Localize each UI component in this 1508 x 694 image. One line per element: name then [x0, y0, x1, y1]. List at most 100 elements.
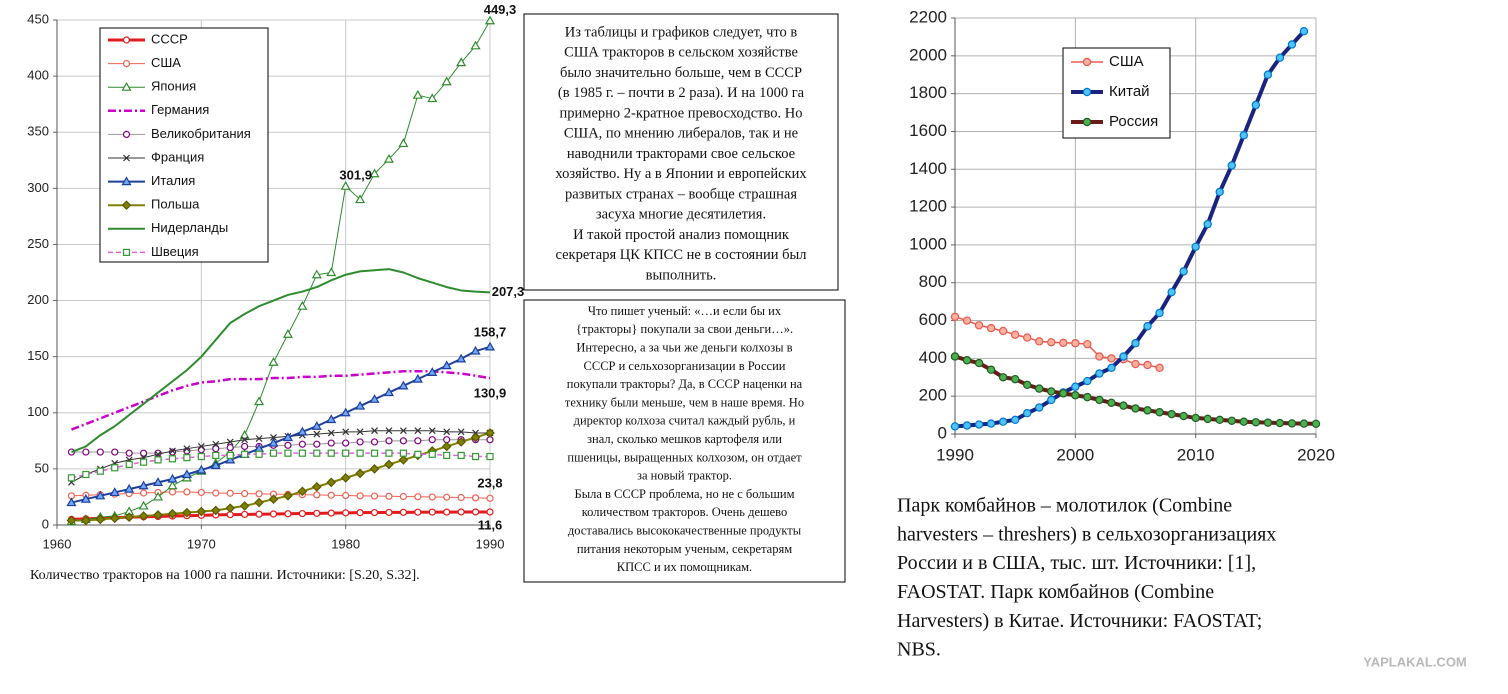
marker	[284, 510, 292, 518]
text-line: КПСС и их помощникам.	[617, 560, 752, 574]
marker	[441, 76, 452, 86]
marker	[140, 458, 148, 466]
marker	[950, 422, 960, 431]
text-line: было значительно больше, чем в СССР	[560, 65, 802, 81]
marker	[1191, 413, 1200, 423]
marker	[1131, 339, 1140, 348]
marker	[67, 474, 76, 482]
series-line	[71, 268, 491, 453]
marker	[342, 449, 350, 457]
marker	[1010, 415, 1020, 425]
marker	[1275, 418, 1285, 428]
marker	[140, 489, 148, 497]
marker	[311, 421, 322, 430]
y-tick-label: 200	[919, 386, 947, 405]
marker	[441, 360, 452, 370]
marker	[1143, 322, 1152, 331]
marker	[138, 480, 149, 490]
marker	[109, 513, 120, 524]
marker	[399, 508, 407, 516]
marker	[168, 448, 177, 456]
x-tick-label: 1990	[476, 536, 505, 551]
marker	[1131, 359, 1140, 369]
text-line: Была в СССР проблема, но не с большим	[575, 487, 795, 501]
marker	[340, 407, 351, 417]
marker	[1107, 398, 1116, 407]
marker	[167, 473, 178, 483]
marker	[255, 435, 263, 443]
marker	[284, 449, 292, 457]
legend-box	[99, 27, 269, 263]
marker	[196, 464, 207, 474]
marker	[226, 489, 234, 497]
marker	[457, 451, 465, 460]
marker	[1083, 376, 1092, 386]
marker	[1251, 418, 1261, 427]
marker	[456, 437, 466, 447]
legend-label: Италия	[151, 173, 195, 188]
legend-label: Великобритания	[151, 126, 251, 141]
marker	[962, 356, 972, 365]
caption: harvesters – threshers) в сельхозорганиз…	[897, 523, 1276, 545]
marker	[370, 438, 379, 446]
y-tick-label: 2200	[909, 7, 947, 26]
marker	[182, 507, 192, 518]
marker	[153, 510, 163, 520]
marker	[1083, 392, 1092, 402]
marker	[412, 89, 423, 99]
marker	[1035, 337, 1044, 346]
marker	[369, 168, 380, 178]
marker	[298, 509, 306, 518]
marker	[183, 445, 191, 453]
marker	[371, 427, 378, 435]
marker	[962, 421, 972, 430]
marker	[457, 508, 465, 516]
marker	[152, 477, 164, 486]
caption: Количество тракторов на 1000 га пашни. И…	[30, 568, 420, 583]
marker	[398, 138, 409, 148]
marker	[96, 448, 104, 456]
marker	[443, 493, 451, 501]
marker	[457, 428, 465, 436]
marker	[122, 248, 131, 256]
marker	[998, 417, 1008, 426]
marker	[974, 358, 984, 368]
marker	[428, 427, 436, 435]
marker	[414, 437, 422, 445]
text-line: пшеницы, выращенных колхозом, он отдает	[567, 450, 802, 464]
text-line: питания некоторым ученым, секретарям	[577, 542, 792, 556]
marker	[212, 440, 220, 448]
x-tick-label: 1980	[331, 536, 360, 551]
marker	[399, 449, 407, 457]
marker	[355, 400, 366, 410]
legend-label: Япония	[151, 79, 196, 94]
marker	[226, 438, 234, 446]
marker	[1119, 401, 1128, 410]
data-label: 207,3	[492, 284, 525, 299]
marker	[121, 81, 132, 91]
marker	[255, 450, 263, 458]
marker	[986, 419, 996, 428]
marker	[1082, 117, 1092, 127]
marker	[1203, 414, 1212, 424]
marker	[1022, 333, 1032, 342]
text-line: технику были меньше, чем в наше время. Н…	[565, 395, 804, 409]
marker	[486, 452, 494, 461]
marker	[125, 449, 133, 457]
marker	[443, 428, 451, 436]
marker	[66, 515, 77, 526]
marker	[428, 436, 436, 444]
marker	[212, 451, 220, 460]
text-line: Из таблицы и графиков следует, что в	[565, 24, 798, 40]
marker	[369, 464, 380, 474]
marker	[385, 437, 393, 445]
marker	[986, 323, 996, 333]
marker	[241, 450, 249, 458]
y-tick-label: 100	[27, 404, 49, 419]
marker	[1155, 363, 1164, 373]
marker	[311, 269, 322, 279]
marker	[443, 508, 451, 516]
marker	[342, 491, 350, 500]
legend-label: Швеция	[151, 244, 199, 259]
